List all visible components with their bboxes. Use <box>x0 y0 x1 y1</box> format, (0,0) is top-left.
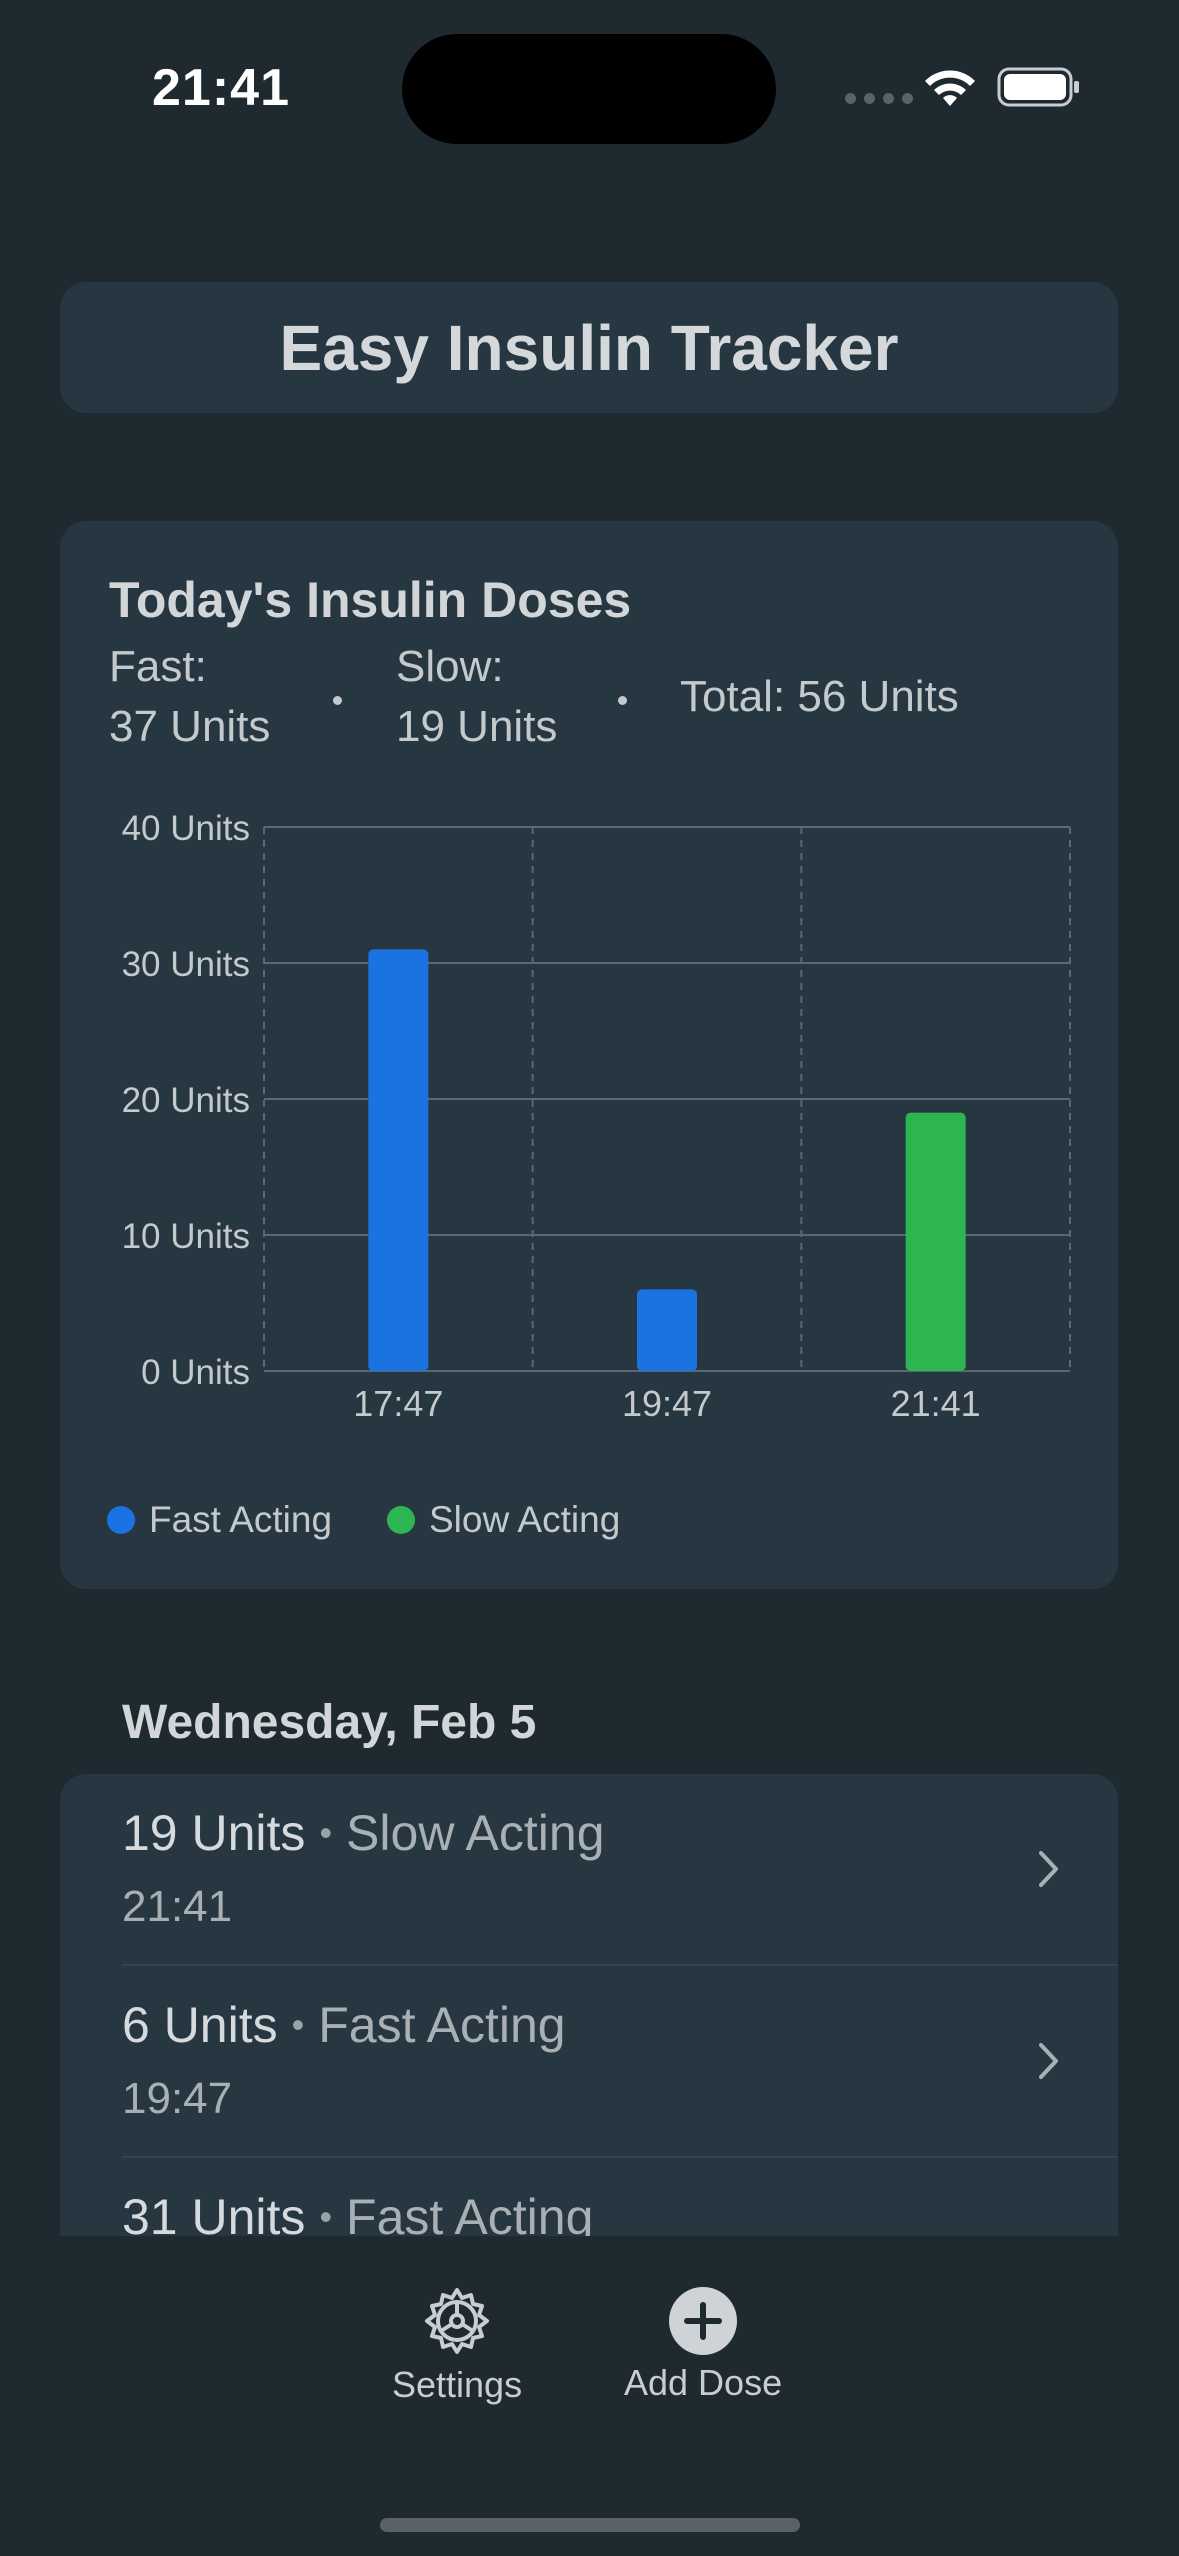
legend-slow-swatch <box>387 1506 415 1534</box>
settings-button[interactable]: Settings <box>392 2286 522 2406</box>
x-tick-label: 19:47 <box>622 1383 712 1424</box>
summary-separator-dot <box>333 696 342 705</box>
x-tick-label: 21:41 <box>891 1383 981 1424</box>
status-time: 21:41 <box>152 59 290 117</box>
dose-time: 21:41 <box>122 1882 233 1931</box>
dynamic-island <box>402 34 776 144</box>
wifi-icon <box>925 70 975 106</box>
card-heading: Today's Insulin Doses <box>109 572 632 628</box>
cellular-signal-icon <box>845 93 913 104</box>
settings-label: Settings <box>392 2364 523 2405</box>
y-tick-label: 30 Units <box>122 945 250 984</box>
slow-value: 19 Units <box>396 702 558 751</box>
add-dose-label: Add Dose <box>624 2362 783 2403</box>
legend-slow: Slow Acting <box>387 1499 620 1541</box>
app-title: Easy Insulin Tracker <box>279 311 899 384</box>
bar-slow-acting <box>905 1112 966 1371</box>
dose-row-title: 19 Units • Slow Acting <box>122 1804 605 1862</box>
dose-amount: 31 Units <box>122 2189 306 2236</box>
insulin-bar-chart: 0 Units 10 Units 20 Units 30 Units 40 Units 1… <box>122 809 1071 1424</box>
dose-row[interactable]: 19 Units • Slow Acting 21:41 <box>60 1774 1118 1966</box>
plus-circle-icon <box>669 2287 738 2355</box>
dose-row[interactable]: 31 Units • Fast Acting <box>60 2158 1118 2236</box>
row-divider <box>122 1964 1118 1966</box>
chevron-right-icon <box>1039 2043 1058 2079</box>
dose-type: Fast Acting <box>346 2189 594 2236</box>
section-date-header: Wednesday, Feb 5 <box>122 1696 537 1749</box>
bar-fast-acting <box>637 1289 697 1371</box>
bar-fast-acting <box>368 949 429 1371</box>
battery-icon <box>997 67 1079 107</box>
home-indicator <box>380 2518 800 2532</box>
fast-summary: Fast: 37 Units <box>109 637 270 757</box>
bullet-separator: • <box>319 2196 333 2236</box>
dose-type: Fast Acting <box>318 1997 566 2053</box>
y-tick-label: 0 Units <box>141 1353 250 1392</box>
row-divider <box>122 2156 1118 2158</box>
fast-value: 37 Units <box>109 702 271 751</box>
slow-label: Slow: <box>396 642 504 691</box>
todays-doses-card: Today's Insulin Doses Fast: 37 Units Slo… <box>60 521 1118 1589</box>
legend-slow-label: Slow Acting <box>429 1499 621 1540</box>
legend-fast-label: Fast Acting <box>149 1499 333 1540</box>
dose-row[interactable]: 6 Units • Fast Acting 19:47 <box>60 1966 1118 2158</box>
y-tick-label: 40 Units <box>122 809 250 848</box>
dose-row-title: 31 Units • Fast Acting <box>122 2188 593 2236</box>
y-tick-label: 10 Units <box>122 1217 250 1256</box>
fast-label: Fast: <box>109 642 207 691</box>
dose-row-title: 6 Units • Fast Acting <box>122 1996 566 2054</box>
bullet-separator: • <box>291 2004 305 2045</box>
app-title-card: Easy Insulin Tracker <box>60 282 1118 413</box>
summary-separator-dot <box>618 696 627 705</box>
bottom-toolbar <box>0 2236 1179 2556</box>
x-tick-label: 17:47 <box>353 1383 443 1424</box>
dose-amount: 6 Units <box>122 1997 278 2053</box>
add-dose-button[interactable]: Add Dose <box>624 2286 782 2404</box>
dose-time: 19:47 <box>122 2074 233 2123</box>
bullet-separator: • <box>319 1812 333 1853</box>
legend-fast: Fast Acting <box>107 1499 332 1541</box>
gear-icon <box>425 2288 490 2354</box>
slow-summary: Slow: 19 Units <box>396 637 557 757</box>
dose-amount: 19 Units <box>122 1805 306 1861</box>
total-summary: Total: 56 Units <box>680 672 959 721</box>
dose-list: 19 Units • Slow Acting 21:41 6 Units • Fast … <box>60 1774 1118 2236</box>
chevron-right-icon <box>1039 1851 1058 1887</box>
dose-type: Slow Acting <box>346 1805 605 1861</box>
legend-fast-swatch <box>107 1506 135 1534</box>
y-tick-label: 20 Units <box>122 1081 250 1120</box>
